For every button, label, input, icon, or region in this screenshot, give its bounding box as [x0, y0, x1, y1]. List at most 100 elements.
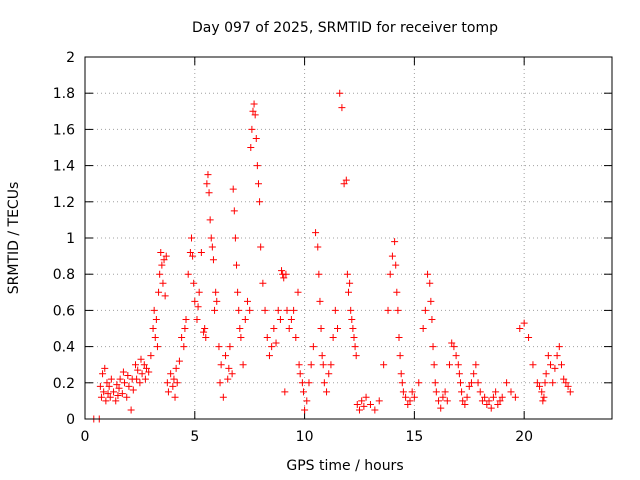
- data-point: [343, 270, 351, 278]
- data-point: [159, 279, 167, 287]
- data-point: [483, 401, 491, 409]
- data-point: [263, 334, 271, 342]
- data-point: [226, 343, 234, 351]
- data-point: [318, 352, 326, 360]
- data-point: [481, 393, 489, 401]
- data-point: [119, 368, 127, 376]
- y-tick-label: 1.2: [53, 195, 75, 211]
- data-point: [106, 393, 114, 401]
- data-point: [525, 334, 533, 342]
- data-point: [346, 279, 354, 287]
- data-point: [118, 390, 126, 398]
- data-point: [478, 397, 486, 405]
- data-point: [190, 279, 198, 287]
- data-point: [123, 393, 131, 401]
- data-point: [437, 404, 445, 412]
- data-point: [222, 352, 230, 360]
- data-point: [186, 248, 194, 256]
- x-tick-label: 5: [190, 429, 199, 445]
- data-point: [309, 343, 317, 351]
- data-point: [215, 343, 223, 351]
- data-point: [200, 328, 208, 336]
- data-point: [124, 372, 132, 380]
- data-point: [329, 334, 337, 342]
- data-point: [250, 100, 258, 108]
- data-point: [234, 288, 242, 296]
- data-point: [334, 325, 342, 332]
- data-point: [217, 361, 225, 369]
- y-tick-label: 0.8: [53, 267, 75, 283]
- data-point: [138, 370, 146, 378]
- data-point: [116, 375, 124, 383]
- data-point: [209, 256, 217, 264]
- data-point: [96, 382, 104, 390]
- data-point: [102, 397, 110, 405]
- data-point: [104, 390, 112, 398]
- data-point: [439, 393, 447, 401]
- data-point: [340, 180, 348, 188]
- data-point: [193, 315, 201, 323]
- data-point: [219, 393, 227, 401]
- data-point: [251, 111, 259, 119]
- data-point: [147, 352, 155, 360]
- data-point: [129, 386, 137, 394]
- data-point: [347, 306, 355, 314]
- data-point: [170, 375, 178, 383]
- data-point: [474, 379, 482, 387]
- y-tick-label: 0.6: [53, 303, 75, 319]
- data-point: [446, 361, 454, 369]
- data-point: [236, 325, 244, 332]
- data-point: [160, 256, 168, 264]
- data-point: [307, 361, 315, 369]
- data-point: [171, 393, 179, 401]
- data-point: [536, 382, 544, 390]
- data-point: [315, 270, 323, 278]
- data-point: [282, 270, 290, 278]
- data-point: [408, 388, 416, 396]
- data-point: [182, 315, 190, 323]
- data-point: [498, 393, 506, 401]
- data-point: [494, 401, 502, 409]
- x-tick-label: 10: [296, 429, 314, 445]
- y-axis-label: SRMTID / TECUs: [6, 182, 22, 295]
- data-point: [172, 364, 180, 372]
- data-point: [538, 388, 546, 396]
- data-point: [140, 361, 148, 369]
- data-point: [142, 364, 150, 372]
- y-tick-label: 1.8: [53, 86, 75, 102]
- data-point: [323, 388, 331, 396]
- data-point: [107, 375, 115, 383]
- data-point: [431, 379, 439, 387]
- data-point: [252, 134, 260, 142]
- data-point: [351, 343, 359, 351]
- data-point: [247, 144, 255, 151]
- data-point: [392, 261, 400, 269]
- data-point: [287, 315, 295, 323]
- data-point: [243, 297, 251, 305]
- data-point: [429, 343, 437, 351]
- data-point: [149, 325, 157, 332]
- data-point: [470, 370, 478, 378]
- data-point: [295, 361, 303, 369]
- y-tick-label: 1: [66, 231, 75, 247]
- data-point: [496, 397, 504, 405]
- data-point: [134, 366, 142, 374]
- data-point: [503, 379, 511, 387]
- data-point: [314, 243, 322, 251]
- data-point: [151, 334, 159, 342]
- data-point: [181, 325, 189, 332]
- data-point: [404, 401, 412, 409]
- data-point: [380, 361, 388, 369]
- data-point: [406, 397, 414, 405]
- data-point: [467, 379, 475, 387]
- data-point: [476, 388, 484, 396]
- data-point: [424, 270, 432, 278]
- data-point: [191, 297, 199, 305]
- data-point: [278, 267, 286, 275]
- data-point: [216, 379, 224, 387]
- data-point: [256, 198, 264, 206]
- data-point: [178, 334, 186, 342]
- data-point: [211, 306, 219, 314]
- data-point: [272, 339, 280, 347]
